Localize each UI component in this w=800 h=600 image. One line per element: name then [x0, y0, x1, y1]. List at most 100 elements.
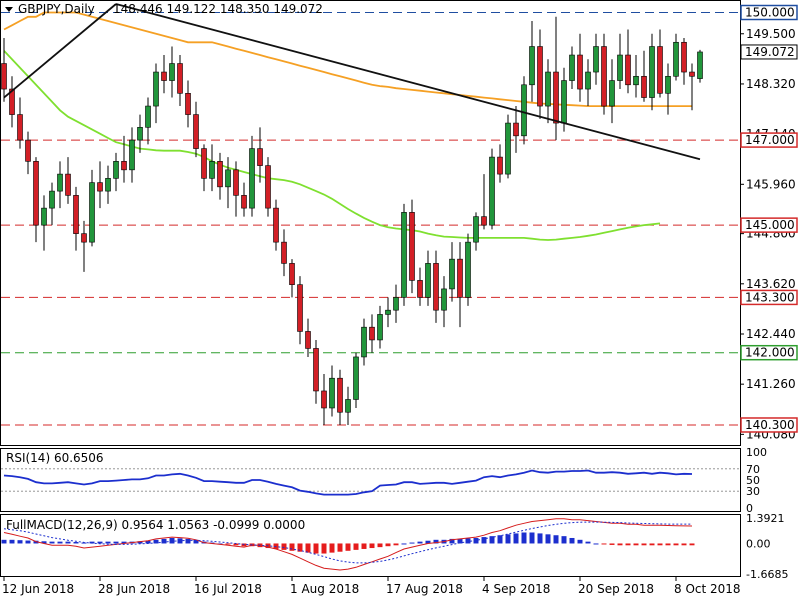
candle-body [665, 75, 671, 94]
candle-body [601, 46, 607, 107]
macd-histogram-bar [553, 535, 559, 544]
candle-body [697, 51, 703, 79]
candle-body [633, 75, 639, 86]
level-label-box [740, 289, 798, 306]
macd-histogram-bar [297, 543, 303, 552]
candle-body [169, 63, 175, 81]
macd-histogram-bar [17, 540, 23, 544]
level-label: 142.000 [745, 346, 795, 360]
candle-body [289, 263, 295, 285]
macd-histogram-bar [81, 542, 87, 544]
collapse-triangle-icon[interactable] [5, 7, 13, 12]
candle-body [353, 356, 359, 400]
candle-body [553, 71, 559, 124]
candle-body [689, 71, 695, 77]
candle-body [121, 161, 127, 171]
candle-body [345, 399, 351, 413]
candle-body [185, 93, 191, 115]
candle-body [497, 156, 503, 175]
candle-body [1, 63, 7, 90]
candle-body [153, 71, 159, 107]
moving-average-fast [3, 50, 661, 241]
macd-histogram-bar [593, 543, 599, 545]
candle-body [49, 190, 55, 209]
macd-histogram-bar [9, 539, 15, 544]
macd-histogram-bar [497, 535, 503, 544]
candle-body [17, 114, 23, 141]
rsi-tick-label: 70 [746, 463, 760, 476]
candle-body [489, 156, 495, 226]
candle-body [385, 309, 391, 315]
macd-histogram-bar [193, 539, 199, 544]
candle-body [417, 280, 423, 298]
macd-histogram-bar [545, 534, 551, 544]
macd-histogram-bar [513, 533, 519, 544]
candle-body [297, 284, 303, 332]
candle-body [57, 173, 63, 192]
macd-histogram-bar [65, 541, 71, 544]
date-tick-label: 16 Jul 2018 [194, 582, 262, 596]
rsi-title: RSI(14) 60.6506 [6, 451, 104, 465]
candle-body [537, 46, 543, 107]
candle-body [321, 390, 327, 409]
macd-histogram-bar [329, 543, 335, 553]
candle-body [73, 195, 79, 234]
candle-body [305, 331, 311, 349]
macd-histogram-bar [137, 541, 143, 544]
macd-histogram-bar [681, 543, 687, 546]
macd-histogram-bar [41, 541, 47, 544]
macd-histogram-bar [369, 543, 375, 549]
macd-histogram-bar [433, 539, 439, 544]
macd-histogram-bar [321, 543, 327, 554]
macd-histogram-bar [225, 543, 231, 545]
macd-histogram-bar [353, 543, 359, 550]
candle-body [681, 41, 687, 73]
macd-histogram-bar [601, 543, 607, 545]
macd-histogram-bar [89, 541, 95, 544]
candle-body [673, 41, 679, 77]
macd-histogram-bar [289, 543, 295, 551]
macd-histogram-bar [57, 541, 63, 544]
macd-histogram-bar [481, 537, 487, 544]
macd-histogram-bar [665, 543, 671, 546]
candle-body [449, 258, 455, 290]
trendline [3, 3, 117, 99]
macd-histogram-bar [417, 541, 423, 544]
macd-histogram-bar [641, 543, 647, 546]
price-tick-label: 148.320 [746, 77, 796, 91]
candle-body [409, 212, 415, 281]
candle-body [545, 71, 551, 107]
macd-histogram-bar [409, 542, 415, 544]
macd-histogram-bar [505, 534, 511, 544]
rsi-line [3, 469, 693, 496]
candle-body [193, 114, 199, 149]
macd-histogram-bar [281, 543, 287, 550]
rsi-tick-label: 100 [746, 446, 767, 459]
macd-histogram-bar [361, 543, 367, 549]
macd-histogram-bar [121, 541, 127, 544]
candle-body [161, 71, 167, 81]
macd-histogram-bar [489, 536, 495, 544]
level-label-box [740, 417, 798, 433]
macd-histogram-bar [385, 543, 391, 547]
current-price-label: 149.072 [745, 45, 795, 59]
candle-body [337, 377, 343, 413]
candle-body [513, 122, 519, 137]
macd-histogram-bar [657, 543, 663, 546]
candle-body [177, 63, 183, 94]
macd-tick-label: -1.6685 [746, 568, 788, 581]
date-tick-label: 20 Sep 2018 [578, 582, 654, 596]
level-label-box [740, 132, 798, 148]
macd-histogram-bar [521, 532, 527, 544]
price-tick-label: 141.260 [746, 377, 796, 391]
candle-body [441, 288, 447, 311]
trendline [115, 3, 701, 161]
candle-body [569, 54, 575, 81]
macd-histogram-bar [457, 538, 463, 544]
macd-title: FullMACD(12,26,9) 0.9564 1.0563 -0.0999 … [6, 518, 305, 532]
chart-title: GBPJPY,Daily [18, 2, 95, 16]
macd-histogram-bar [305, 543, 311, 553]
macd-histogram-bar [105, 541, 111, 544]
level-label-box [740, 4, 798, 21]
candle-body [481, 216, 487, 226]
